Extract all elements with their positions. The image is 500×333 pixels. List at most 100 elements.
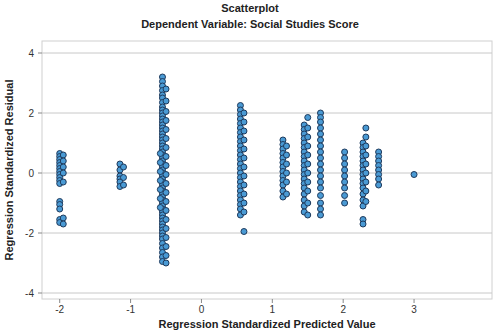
point [163,163,169,169]
point [120,164,126,170]
point [163,253,169,259]
point [376,176,382,182]
y-tick [38,233,42,234]
x-tick-label: 0 [199,304,205,315]
point [241,200,247,206]
x-tick [201,299,202,303]
point [318,173,324,179]
point [163,226,169,232]
point [60,215,66,221]
y-tick-label: -2 [25,228,34,239]
point [363,170,369,176]
point [318,155,324,161]
point [305,188,311,194]
point [60,221,66,227]
point [157,187,163,193]
point [318,149,324,155]
x-tick-label: -2 [55,304,64,315]
background [0,0,500,333]
point [305,179,311,185]
point [318,143,324,149]
point [163,199,169,205]
point [318,193,324,199]
point [318,119,324,125]
point [305,125,311,131]
y-tick-label: 2 [28,108,34,119]
x-tick [130,299,131,303]
point [318,161,324,167]
subtitle: Dependent Variable: Social Studies Score [141,18,359,30]
point [241,128,247,134]
x-tick [414,299,415,303]
point [241,209,247,215]
point [163,86,169,92]
y-tick [38,173,42,174]
point [60,164,66,170]
point [120,175,126,181]
grid-line [42,113,492,114]
y-tick-label: -4 [25,288,34,299]
point [157,205,163,211]
point [163,190,169,196]
point [342,185,348,191]
point [376,182,382,188]
point [163,260,169,266]
point [157,196,163,202]
point [318,137,324,143]
point [363,199,369,205]
point [241,191,247,197]
point [342,161,348,167]
point [363,125,369,131]
point [305,134,311,140]
point [305,200,311,206]
grid-line [42,173,492,174]
point [363,188,369,194]
point [342,173,348,179]
point [60,170,66,176]
point [163,145,169,151]
point [157,169,163,175]
point [241,137,247,143]
point [163,154,169,160]
point [163,127,169,133]
point [163,109,169,115]
title: Scatterplot [221,2,279,14]
point [305,152,311,158]
grid-line [42,293,492,294]
point [157,160,163,166]
x-tick-label: 1 [270,304,276,315]
point [305,161,311,167]
points [57,74,417,266]
x-tick-label: -1 [126,304,135,315]
point [360,221,366,227]
point [163,235,169,241]
y-tick [38,53,42,54]
y-tick-label: 0 [28,168,34,179]
y-tick-label: 4 [28,48,34,59]
point [318,179,324,185]
point [163,244,169,250]
y-tick [38,113,42,114]
point [318,131,324,137]
point [318,185,324,191]
point [241,182,247,188]
point [241,173,247,179]
x-tick [59,299,60,303]
point [163,181,169,187]
x-tick-label: 2 [340,304,346,315]
point [157,178,163,184]
point [241,119,247,125]
point [241,110,247,116]
point [241,155,247,161]
x-axis-label: Regression Standardized Predicted Value [158,318,375,330]
point [163,217,169,223]
point [60,152,66,158]
x-tick-label: 3 [411,304,417,315]
grid-line [42,233,492,234]
point [342,200,348,206]
point [163,118,169,124]
point [342,167,348,173]
point [305,212,311,218]
point [283,152,289,158]
x-tick [272,299,273,303]
